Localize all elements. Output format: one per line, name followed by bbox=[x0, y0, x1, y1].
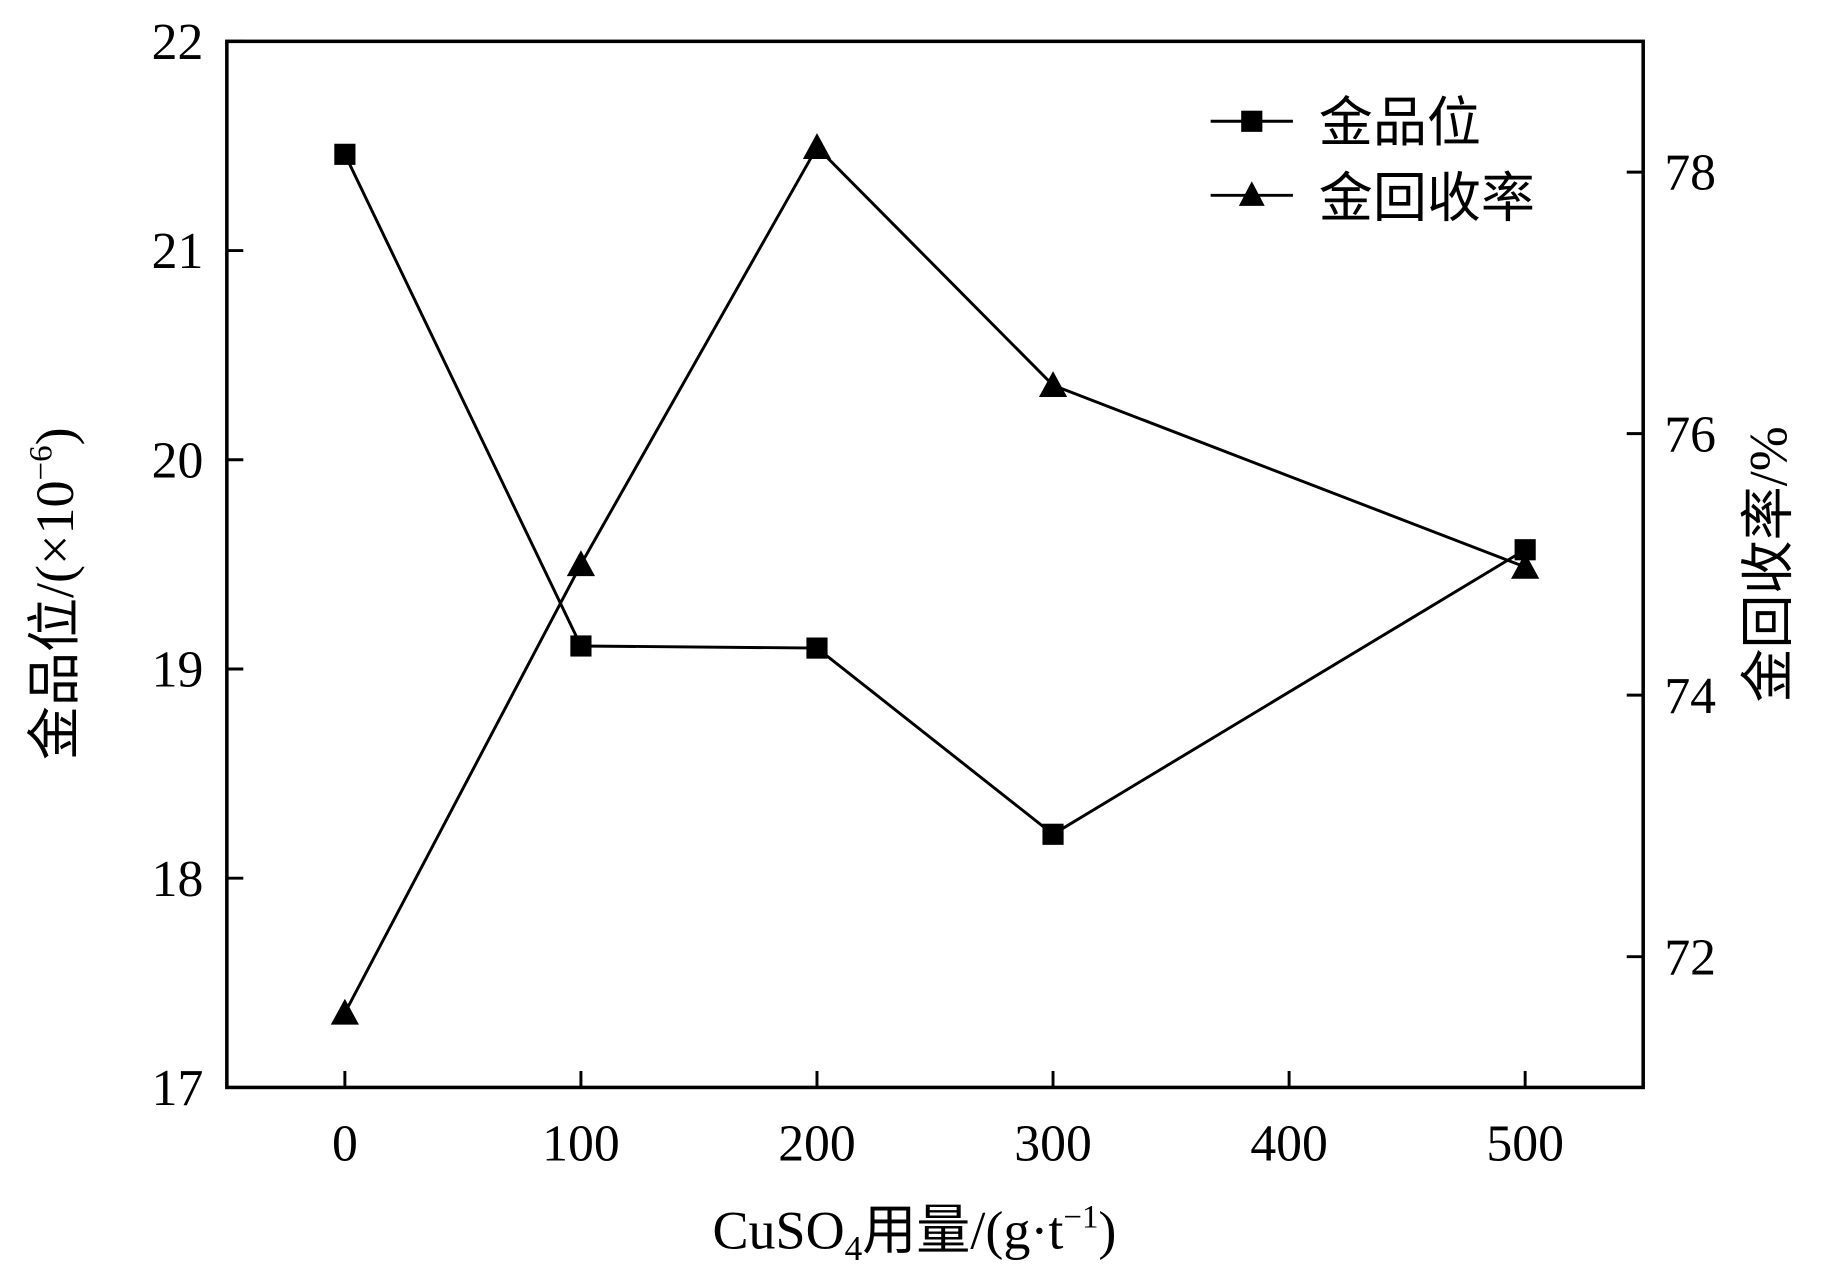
data-point-triangle bbox=[330, 998, 359, 1025]
x-tick-label: 300 bbox=[1014, 1115, 1092, 1172]
legend-marker-triangle bbox=[1238, 181, 1265, 206]
y-left-tick-label: 20 bbox=[152, 432, 204, 489]
data-point-square bbox=[1042, 823, 1064, 845]
y-right-tick-label: 78 bbox=[1664, 145, 1716, 202]
y-left-tick-label: 17 bbox=[152, 1060, 204, 1117]
data-point-triangle bbox=[1038, 371, 1068, 398]
axis-ticks: 0 100 200 300 400 500 17 18 19 20 21 22 72 74 76 78 bbox=[152, 14, 1717, 1172]
y-left-tick-label: 19 bbox=[152, 642, 204, 699]
y-left-tick-label: 21 bbox=[152, 223, 204, 280]
legend-label-recovery: 金回收率 bbox=[1319, 168, 1535, 228]
y-right-tick-label: 72 bbox=[1664, 929, 1716, 986]
y-right-tick-label: 76 bbox=[1664, 406, 1716, 463]
y-axis-right-label: 金回收率/% bbox=[1739, 426, 1799, 702]
data-point-triangle bbox=[802, 133, 832, 160]
x-tick-label: 200 bbox=[778, 1115, 856, 1172]
y-right-tick-label: 74 bbox=[1664, 668, 1716, 725]
y-left-tick-label: 22 bbox=[152, 14, 204, 71]
plot-marks bbox=[330, 133, 1540, 1025]
plot-frame bbox=[225, 39, 1645, 1090]
data-point-square bbox=[570, 635, 592, 657]
x-tick-label: 500 bbox=[1486, 1115, 1564, 1172]
legend-marker-square bbox=[1241, 110, 1263, 132]
y-left-tick-label: 18 bbox=[152, 851, 204, 908]
series-line-1 bbox=[343, 144, 1526, 1014]
legend: 金品位 金回收率 bbox=[1210, 93, 1535, 228]
data-point-triangle bbox=[566, 550, 596, 577]
data-point-square bbox=[334, 143, 356, 165]
x-axis-label: CuSO4用量/(g·t−1) bbox=[712, 1199, 1116, 1268]
y-axis-left-label: 金品位/(×10−6) bbox=[24, 427, 85, 760]
data-point-square bbox=[1514, 539, 1536, 561]
series-line-0 bbox=[343, 153, 1526, 837]
x-tick-label: 0 bbox=[332, 1115, 358, 1172]
legend-label-grade: 金品位 bbox=[1319, 93, 1481, 153]
data-point-square bbox=[806, 637, 828, 659]
data-point-triangle bbox=[1511, 552, 1540, 579]
x-tick-label: 400 bbox=[1250, 1115, 1328, 1172]
x-tick-label: 100 bbox=[542, 1115, 620, 1172]
